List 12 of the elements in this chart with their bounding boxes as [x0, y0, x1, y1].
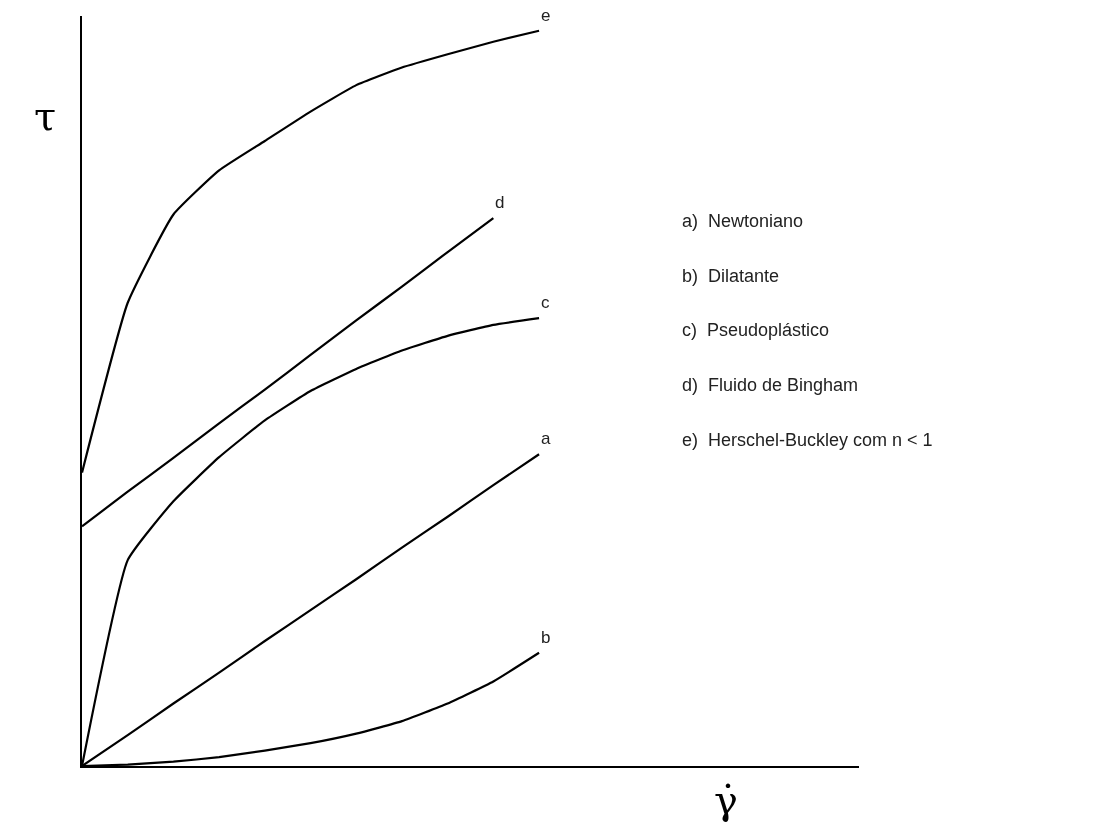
annotation: b) Dilatante	[682, 266, 780, 286]
series-label: a	[541, 429, 551, 448]
annotation: e) Herschel-Buckley com n < 1	[682, 430, 933, 450]
series-label: b	[541, 628, 551, 647]
annotation: c) Pseudoplástico	[682, 320, 830, 340]
annotation: a) Newtoniano	[682, 211, 804, 231]
x-axis-title: γ̇	[714, 777, 738, 823]
annotation: d) Fluido de Bingham	[682, 375, 859, 395]
series-label: c	[541, 293, 550, 312]
series-label: e	[541, 6, 551, 25]
series-label: d	[495, 193, 505, 212]
y-axis-title: τ	[34, 93, 57, 139]
